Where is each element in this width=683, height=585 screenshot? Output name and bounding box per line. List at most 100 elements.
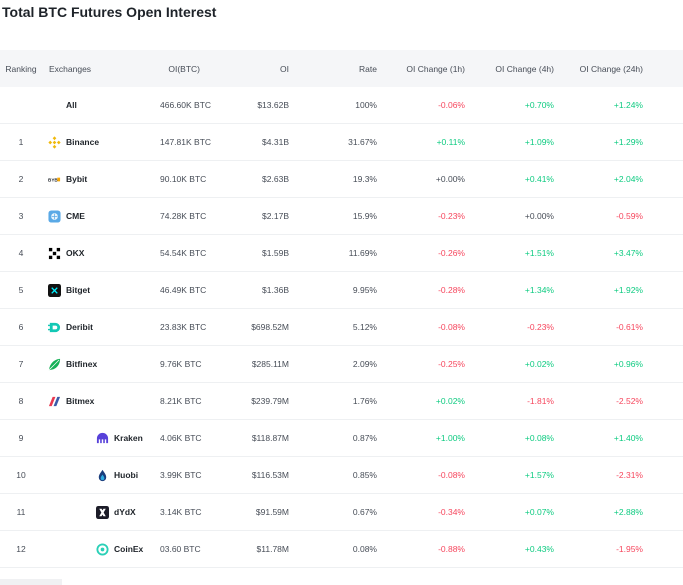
table-row[interactable]: 7 Bitfinex 9.76K BTC $285.11M 2.09% -0.25% +0.…: [0, 346, 683, 383]
oi-change-1h-cell: -0.23%: [438, 211, 465, 221]
binance-icon: [48, 135, 61, 149]
oi-btc-cell: 147.81K BTC: [160, 137, 212, 147]
header-oi-change-24h[interactable]: OI Change (24h): [579, 63, 643, 74]
oi-change-4h-cell: +0.70%: [524, 100, 554, 110]
oi-change-1h-cell: -0.25%: [438, 359, 465, 369]
exchange-cell[interactable]: OKX: [40, 247, 160, 260]
rate-cell: 5.12%: [352, 322, 377, 332]
table-row[interactable]: 12 CoinEx 03.60 BTC $11.78M 0.08% -0.88% +0.43…: [0, 531, 683, 568]
table-row[interactable]: 6 Deribit 23.83K BTC $698.52M 5.12% -0.08% -0.…: [0, 309, 683, 346]
exchange-cell[interactable]: Binance: [40, 135, 160, 149]
kraken-icon: [96, 432, 109, 445]
table-row[interactable]: 3 CME 74.28K BTC $2.17B 15.9% -0.23% +0.00% -0.…: [0, 198, 683, 235]
rank-cell: 3: [18, 211, 24, 221]
header-rate[interactable]: Rate: [359, 63, 377, 74]
header-oi[interactable]: OI: [280, 63, 289, 74]
oi-change-4h-cell: +0.43%: [524, 544, 554, 554]
exchange-cell[interactable]: dYdX: [40, 505, 160, 519]
oi-change-1h-cell: -0.28%: [438, 285, 465, 295]
coinex-icon: [96, 542, 109, 556]
oi-change-24h-cell: -2.31%: [616, 470, 643, 480]
oi-change-1h-cell: -0.08%: [438, 322, 465, 332]
oi-change-4h-cell: -1.81%: [527, 396, 554, 406]
table-row[interactable]: 10 Huobi 3.99K BTC $116.53M 0.85% -0.08% +1.57…: [0, 457, 683, 494]
oi-cell: $1.59B: [262, 248, 289, 258]
pagination-stub: [0, 579, 62, 585]
oi-btc-cell: 9.76K BTC: [160, 359, 202, 369]
exchange-name: Bitfinex: [66, 359, 98, 369]
table-row[interactable]: 2 BYB Bybit 90.10K BTC $2.63B 19.3% +0.00% +0.4…: [0, 161, 683, 198]
oi-change-4h-cell: +1.57%: [524, 470, 554, 480]
exchange-name: CoinEx: [114, 544, 144, 554]
exchange-name: Bitmex: [66, 396, 95, 406]
rate-cell: 19.3%: [352, 174, 377, 184]
rank-cell: 9: [18, 433, 24, 443]
exchange-cell[interactable]: Kraken: [40, 432, 160, 445]
rate-cell: 0.08%: [352, 544, 377, 554]
dydx-icon: [96, 505, 109, 519]
open-interest-table: Ranking Exchanges OI(BTC) OI Rate OI Cha…: [0, 50, 683, 568]
oi-change-4h-cell: +1.09%: [524, 137, 554, 147]
oi-cell: $118.87M: [251, 433, 289, 443]
exchange-cell[interactable]: CME: [40, 209, 160, 223]
oi-change-4h-cell: +0.02%: [524, 359, 554, 369]
rank-cell: 2: [18, 174, 24, 184]
exchange-cell[interactable]: CoinEx: [40, 542, 160, 556]
exchange-cell[interactable]: Bitget: [40, 283, 160, 297]
oi-cell: $4.31B: [262, 137, 289, 147]
exchange-cell[interactable]: Bitfinex: [40, 358, 160, 371]
table-row[interactable]: 9 Kraken 4.06K BTC $118.87M 0.87% +1.00% +0.08…: [0, 420, 683, 457]
oi-change-1h-cell: +1.00%: [435, 433, 465, 443]
table-row[interactable]: 8 Bitmex 8.21K BTC $239.79M 1.76% +0.02% -1.81…: [0, 383, 683, 420]
header-oi-btc[interactable]: OI(BTC): [168, 63, 200, 74]
rate-cell: 100%: [355, 100, 377, 110]
rate-cell: 0.87%: [352, 433, 377, 443]
oi-change-1h-cell: +0.02%: [435, 396, 465, 406]
oi-change-24h-cell: +1.40%: [613, 433, 643, 443]
rank-cell: 10: [16, 470, 26, 480]
header-oi-change-1h[interactable]: OI Change (1h): [406, 63, 465, 74]
oi-cell: $698.52M: [251, 322, 289, 332]
huobi-icon: [96, 469, 109, 482]
exchange-name: Deribit: [66, 322, 93, 332]
oi-btc-cell: 4.06K BTC: [160, 433, 202, 443]
rank-cell: 5: [18, 285, 24, 295]
exchange-name: OKX: [66, 248, 85, 258]
header-oi-change-4h[interactable]: OI Change (4h): [495, 63, 554, 74]
exchange-cell[interactable]: Huobi: [40, 469, 160, 482]
oi-change-4h-cell: +0.08%: [524, 433, 554, 443]
oi-btc-cell: 46.49K BTC: [160, 285, 207, 295]
oi-cell: $91.59M: [255, 507, 289, 517]
oi-change-1h-cell: -0.06%: [438, 100, 465, 110]
rank-cell: 6: [18, 322, 24, 332]
header-exchanges[interactable]: Exchanges: [49, 63, 92, 74]
exchange-name: Binance: [66, 137, 100, 147]
exchange-cell[interactable]: BYB Bybit: [40, 173, 160, 186]
exchange-cell[interactable]: All: [40, 100, 160, 110]
rate-cell: 15.9%: [352, 211, 377, 221]
oi-change-4h-cell: +0.41%: [524, 174, 554, 184]
table-row[interactable]: 4 OKX 54.54K BTC $1.59B 11.69% -0.26% +1.51% +3…: [0, 235, 683, 272]
bitget-icon: [48, 283, 61, 297]
table-row[interactable]: 11 dYdX 3.14K BTC $91.59M 0.67% -0.34% +0.07% +…: [0, 494, 683, 531]
exchange-name: All: [66, 100, 77, 110]
oi-change-24h-cell: -0.59%: [616, 211, 643, 221]
exchange-name: Kraken: [114, 433, 143, 443]
okx-icon: [48, 247, 61, 260]
page-title: Total BTC Futures Open Interest: [2, 4, 217, 20]
exchange-name: CME: [66, 211, 85, 221]
rate-cell: 0.67%: [352, 507, 377, 517]
table-row[interactable]: 1 Binance 147.81K BTC $4.31B 31.67% +0.11% +1.…: [0, 124, 683, 161]
oi-change-24h-cell: +2.88%: [613, 507, 643, 517]
oi-change-24h-cell: +3.47%: [613, 248, 643, 258]
oi-change-4h-cell: +1.34%: [524, 285, 554, 295]
oi-change-1h-cell: -0.88%: [438, 544, 465, 554]
exchange-cell[interactable]: Bitmex: [40, 395, 160, 408]
exchange-cell[interactable]: Deribit: [40, 321, 160, 334]
header-ranking[interactable]: Ranking: [5, 63, 37, 74]
table-row[interactable]: 5 Bitget 46.49K BTC $1.36B 9.95% -0.28% +1.34%…: [0, 272, 683, 309]
table-row-all[interactable]: All 466.60K BTC $13.62B 100% -0.06% +0.70% +1.…: [0, 87, 683, 124]
oi-btc-cell: 3.14K BTC: [160, 507, 202, 517]
rank-cell: 8: [18, 396, 24, 406]
oi-change-4h-cell: +0.07%: [524, 507, 554, 517]
